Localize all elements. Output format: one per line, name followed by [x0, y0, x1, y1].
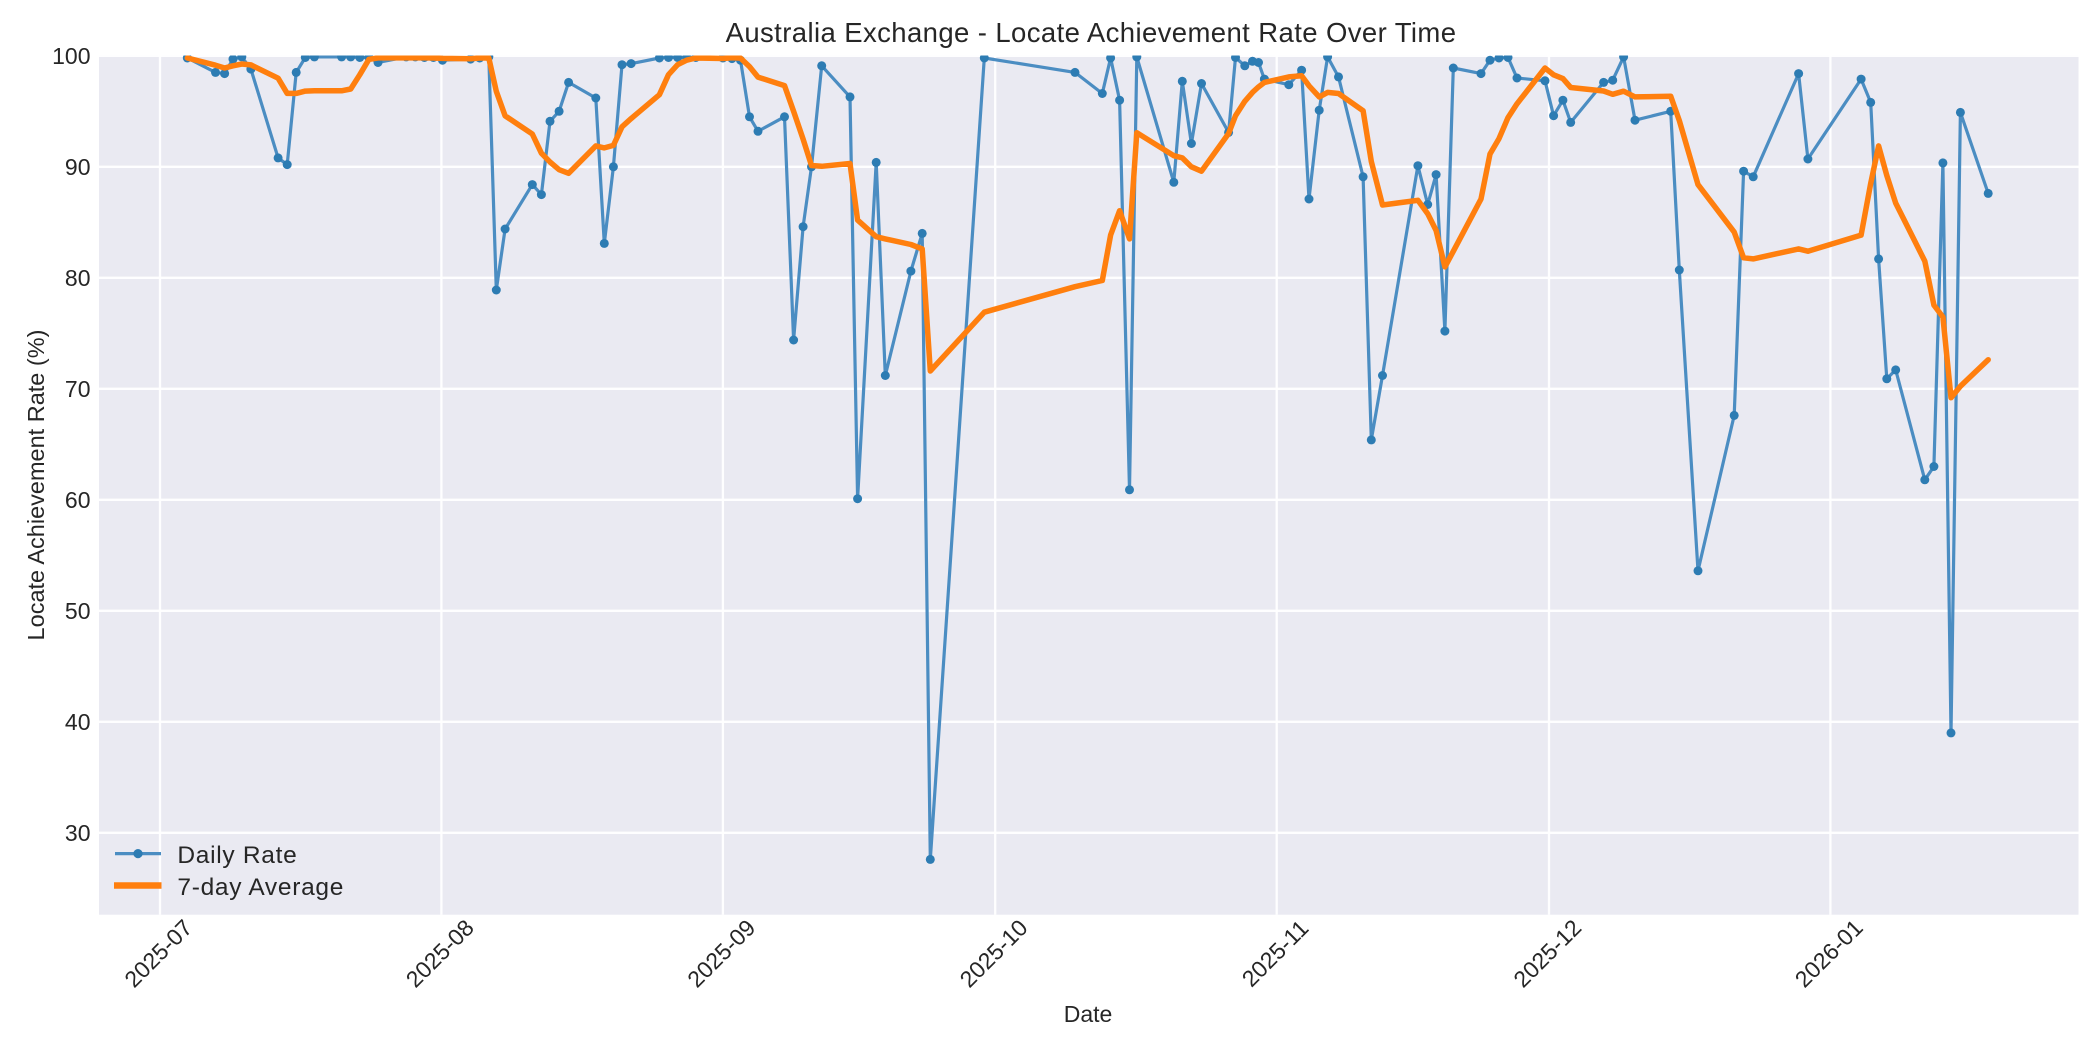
- svg-text:60: 60: [65, 487, 91, 513]
- svg-text:90: 90: [65, 154, 91, 180]
- svg-text:Australia Exchange - Locate Ac: Australia Exchange - Locate Achievement …: [726, 17, 1457, 48]
- svg-text:2025-11: 2025-11: [1237, 915, 1314, 992]
- svg-text:2025-12: 2025-12: [1508, 914, 1586, 992]
- svg-text:2025-08: 2025-08: [401, 914, 479, 992]
- svg-text:2026-01: 2026-01: [1790, 914, 1868, 992]
- svg-text:80: 80: [65, 265, 91, 291]
- svg-text:70: 70: [65, 376, 91, 402]
- svg-text:Locate Achievement Rate (%): Locate Achievement Rate (%): [23, 330, 49, 641]
- svg-text:2025-10: 2025-10: [955, 914, 1033, 992]
- svg-text:30: 30: [65, 820, 91, 846]
- svg-text:2025-09: 2025-09: [682, 914, 760, 992]
- svg-text:2025-07: 2025-07: [119, 914, 197, 992]
- svg-text:7-day Average: 7-day Average: [177, 874, 344, 901]
- svg-text:Daily Rate: Daily Rate: [177, 842, 297, 869]
- svg-text:100: 100: [52, 43, 90, 69]
- svg-text:40: 40: [65, 709, 91, 735]
- svg-text:50: 50: [65, 598, 91, 624]
- svg-text:Date: Date: [1064, 1001, 1113, 1027]
